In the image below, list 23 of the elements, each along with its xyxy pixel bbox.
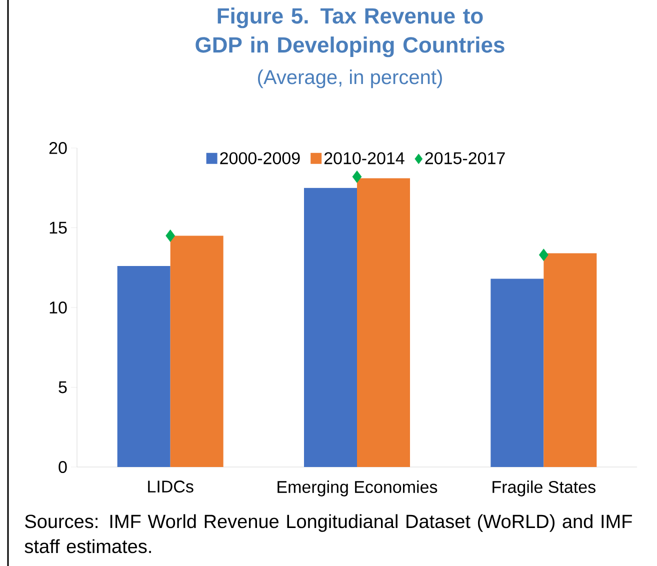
x-tick-label: Fragile States: [492, 480, 596, 496]
point: [538, 248, 548, 262]
x-tick-label: Emerging Economies: [278, 480, 438, 496]
x-tick-label: LIDCs: [148, 480, 194, 493]
bar: [304, 188, 357, 468]
bar: [490, 278, 544, 468]
legend-label: 2010-2014: [324, 152, 404, 164]
y-tick-label: 5: [58, 381, 67, 394]
bar: [170, 236, 224, 468]
y-tick-label: 10: [50, 301, 67, 314]
bar: [117, 266, 170, 468]
y-tick-label: 20: [49, 142, 67, 154]
chart-subtitle: (Average, in percent): [258, 70, 442, 88]
point: [352, 170, 362, 183]
chart-title: Figure 5. Tax Revenue to GDP in Developing Countries: [196, 8, 504, 58]
y-tick-label: 0: [58, 460, 67, 474]
point: [166, 230, 176, 242]
legend-label: 2015-2017: [425, 152, 505, 164]
source-note: Sources: IMF World Revenue Longitudianal Dataset (WoRLD) and IMF staff estimates.: [24, 514, 632, 554]
bar: [357, 178, 410, 468]
bar: [544, 253, 597, 468]
y-tick-label: 15: [50, 222, 67, 234]
legend-label: 2000-2009: [220, 152, 300, 164]
